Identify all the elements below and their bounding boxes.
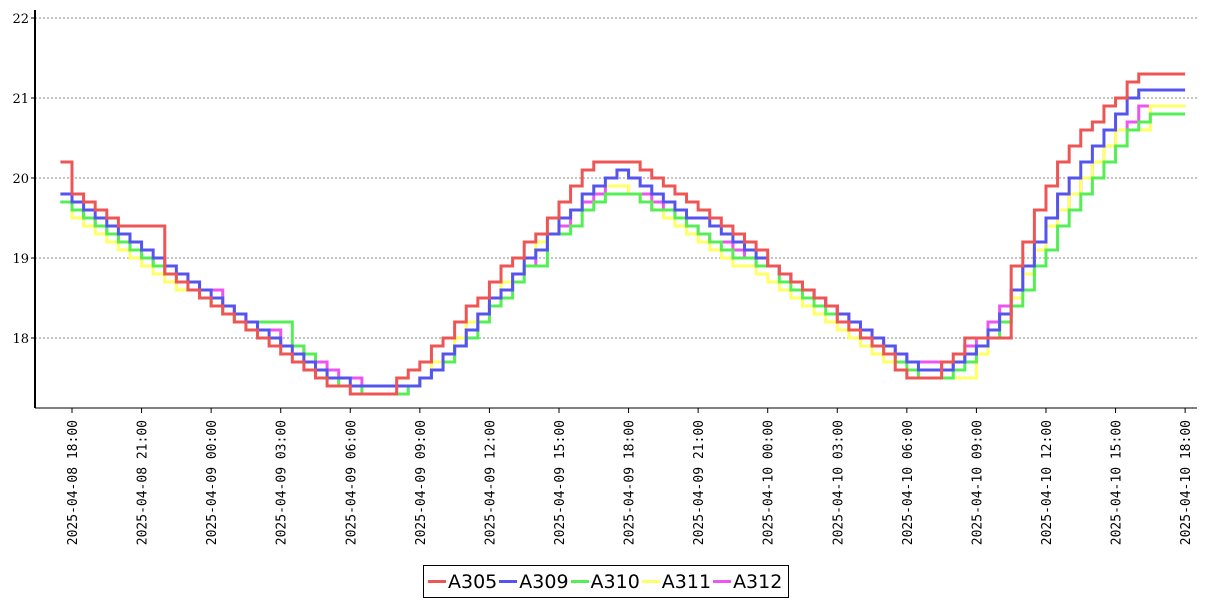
series-line-a311 — [60, 104, 1186, 388]
legend: A305 A309 A310 A311 A312 — [423, 565, 790, 598]
x-tick-label: 2025-04-10 18:00 — [1179, 420, 1194, 545]
legend-label: A312 — [733, 570, 783, 593]
x-tick-label: 2025-04-09 09:00 — [414, 420, 429, 545]
x-tick-label: 2025-04-09 00:00 — [205, 420, 220, 545]
legend-swatch — [570, 580, 589, 583]
legend-item-a309: A309 — [499, 570, 569, 593]
series-lines — [60, 72, 1186, 396]
legend-item-a305: A305 — [428, 571, 497, 593]
legend-item-a311: A311 — [641, 570, 712, 593]
x-tick-label: 2025-04-10 12:00 — [1040, 420, 1055, 545]
legend-swatch — [428, 580, 446, 583]
legend-label: A309 — [519, 570, 569, 593]
legend-label: A310 — [590, 570, 640, 593]
x-tick-label: 2025-04-10 00:00 — [762, 420, 777, 545]
x-tick-label: 2025-04-09 06:00 — [344, 420, 359, 545]
y-tick-label: 20 — [12, 172, 29, 187]
legend-item-a312: A312 — [713, 571, 782, 593]
y-tick-label: 18 — [12, 332, 29, 347]
series-line-a305 — [60, 72, 1186, 396]
legend-label: A305 — [448, 570, 498, 593]
legend-swatch — [641, 580, 660, 583]
legend-item-a310: A310 — [570, 570, 640, 593]
x-tick-label: 2025-04-09 03:00 — [275, 420, 290, 545]
x-tick-label: 2025-04-10 09:00 — [970, 420, 985, 545]
y-tick-label: 19 — [12, 252, 29, 267]
legend-swatch — [713, 580, 732, 583]
x-tick-label: 2025-04-10 03:00 — [831, 420, 846, 545]
x-tick-label: 2025-04-09 18:00 — [623, 420, 638, 545]
series-line-a309 — [60, 88, 1186, 388]
x-tick-label: 2025-04-10 06:00 — [901, 420, 916, 545]
legend-swatch — [499, 580, 518, 583]
axes: 18 19 20 21 22 2025-04-08 18:00 2025-04-08 21:… — [12, 10, 1197, 545]
x-tick-label: 2025-04-09 12:00 — [483, 420, 498, 545]
x-tick-label: 2025-04-08 21:00 — [136, 420, 151, 545]
x-tick-label: 2025-04-09 21:00 — [692, 420, 707, 545]
x-tick-label: 2025-04-09 15:00 — [553, 420, 568, 545]
x-tick-label: 2025-04-10 15:00 — [1110, 420, 1125, 545]
y-tick-label: 22 — [12, 12, 29, 27]
series-line-a312 — [60, 104, 1186, 388]
x-tick-label: 2025-04-08 18:00 — [66, 420, 81, 545]
legend-label: A311 — [661, 570, 712, 593]
series-line-a310 — [60, 112, 1186, 396]
y-tick-label: 21 — [12, 92, 29, 107]
